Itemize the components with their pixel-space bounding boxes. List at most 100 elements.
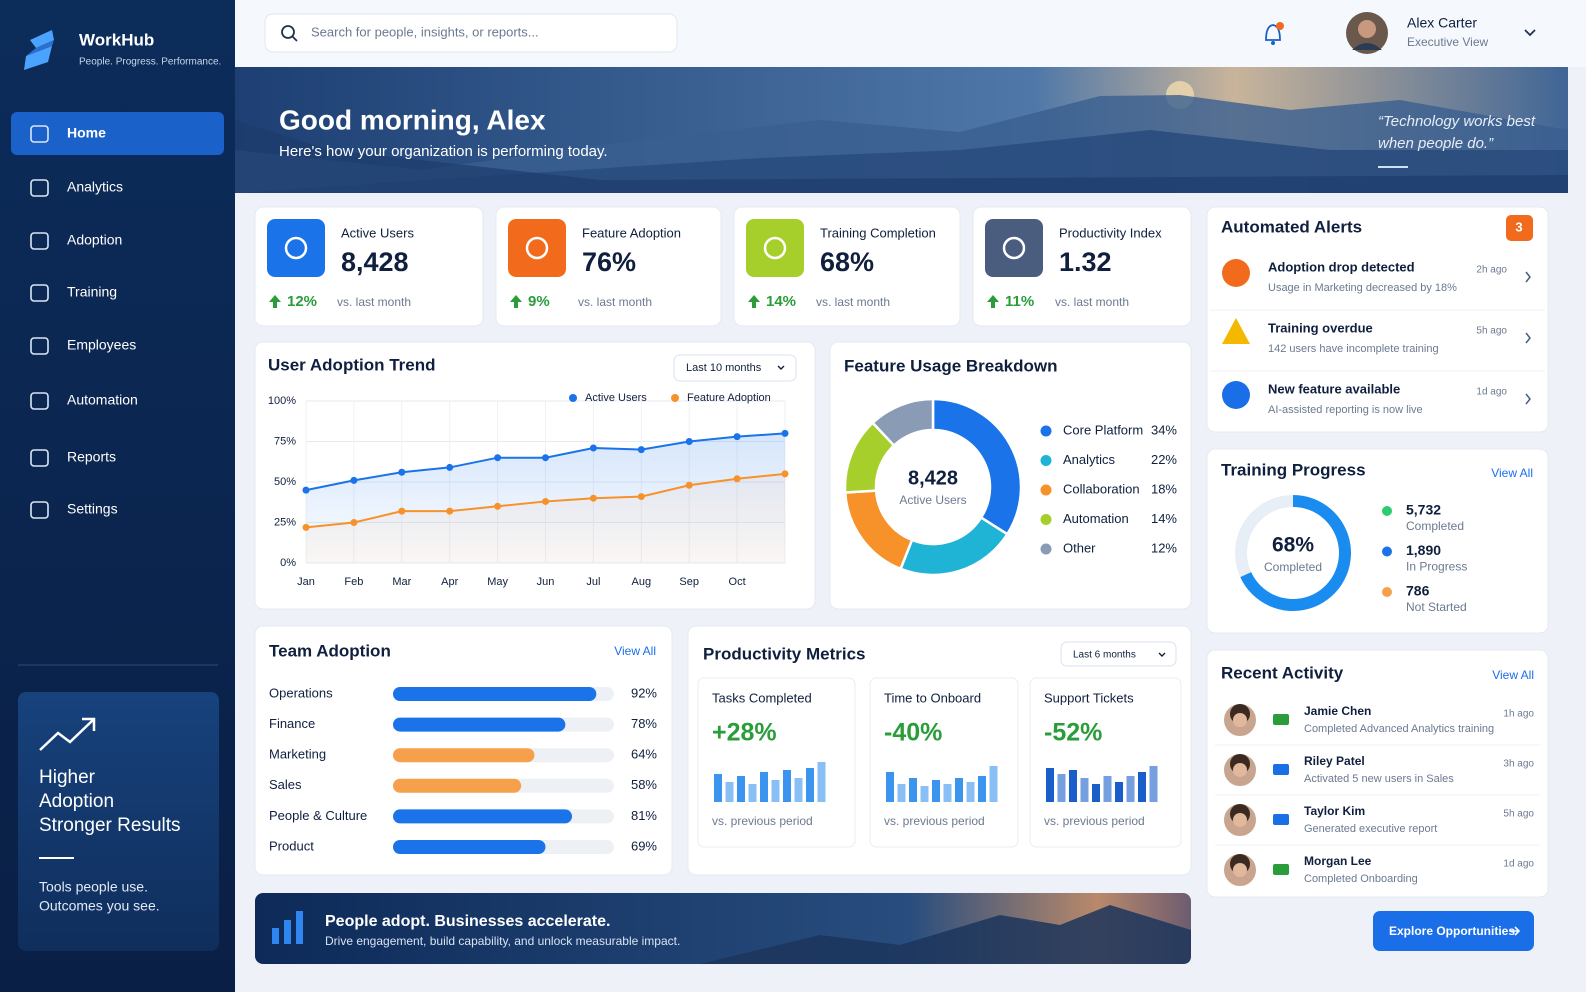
kpi-icon bbox=[267, 219, 325, 277]
bar bbox=[393, 717, 566, 732]
data-point bbox=[733, 475, 741, 483]
legend-label: Not Started bbox=[1406, 600, 1467, 614]
alert-title[interactable]: Training overdue bbox=[1268, 320, 1373, 335]
avatar-face bbox=[1233, 713, 1247, 727]
cta-label[interactable]: Explore Opportunities bbox=[1389, 924, 1515, 938]
alert-icon bbox=[1222, 381, 1250, 409]
legend-value: 1,890 bbox=[1406, 542, 1441, 558]
nav-item[interactable]: Home bbox=[67, 125, 106, 141]
cta-button[interactable] bbox=[1373, 911, 1534, 951]
kpi-label: Feature Adoption bbox=[582, 225, 681, 240]
promo-text: Tools people use. bbox=[39, 879, 148, 895]
nav-item[interactable]: Automation bbox=[67, 392, 138, 408]
metric-note: vs. previous period bbox=[1044, 814, 1145, 828]
activity-card bbox=[1206, 649, 1549, 898]
legend-value: 14% bbox=[1151, 511, 1177, 526]
kpi-icon bbox=[746, 219, 804, 277]
legend-value: 5,732 bbox=[1406, 502, 1441, 518]
nav-item[interactable]: Employees bbox=[67, 337, 136, 353]
spark-bar bbox=[817, 762, 826, 802]
nav-item[interactable]: Adoption bbox=[67, 232, 122, 248]
user-role: Executive View bbox=[1407, 35, 1488, 49]
data-point bbox=[494, 502, 502, 510]
kpi-icon-glyph bbox=[1002, 236, 1026, 260]
spark-bar bbox=[1115, 782, 1123, 802]
metric-change: -40% bbox=[884, 719, 942, 747]
alert-icon bbox=[1222, 318, 1250, 344]
spark-bar bbox=[1057, 774, 1066, 802]
banner-title: People adopt. Businesses accelerate. bbox=[325, 913, 610, 930]
x-tick-label: Jul bbox=[586, 576, 600, 588]
legend-swatch bbox=[1382, 546, 1392, 557]
bar bbox=[393, 778, 522, 793]
spark-bar bbox=[1046, 768, 1054, 802]
activity-text: Completed Onboarding bbox=[1304, 873, 1418, 885]
kpi-icon-glyph bbox=[525, 236, 549, 260]
kpi-label: Training Completion bbox=[820, 225, 936, 240]
avatar-face bbox=[1233, 763, 1247, 777]
donut-center-label: Active Users bbox=[899, 493, 966, 507]
filter-label: Last 10 months bbox=[686, 362, 762, 374]
legend-value: 18% bbox=[1151, 481, 1177, 496]
donut-slice bbox=[870, 397, 935, 448]
activity-name: Riley Patel bbox=[1304, 754, 1365, 768]
search-box[interactable] bbox=[264, 13, 678, 53]
nav-icon bbox=[30, 501, 49, 519]
data-point bbox=[542, 454, 549, 462]
chart-title: User Adoption Trend bbox=[268, 355, 436, 374]
metric-title: Time to Onboard bbox=[884, 690, 981, 705]
data-point bbox=[637, 446, 645, 454]
spark-bar bbox=[932, 780, 940, 802]
spark-bar bbox=[920, 786, 929, 802]
view-all-link[interactable]: View All bbox=[614, 644, 656, 658]
spark-bar bbox=[978, 776, 986, 802]
bar-label: Operations bbox=[269, 685, 333, 700]
chart-title: Feature Usage Breakdown bbox=[844, 356, 1058, 375]
user-name: Alex Carter bbox=[1407, 15, 1477, 31]
hero bbox=[235, 67, 1568, 193]
kpi-note: vs. last month bbox=[816, 295, 890, 309]
kpi-note: vs. last month bbox=[337, 295, 411, 309]
promo-icon bbox=[39, 717, 96, 751]
spark-bar bbox=[897, 784, 906, 802]
legend-swatch bbox=[1040, 543, 1052, 555]
nav-item[interactable]: Reports bbox=[67, 449, 116, 465]
nav-active bbox=[11, 112, 224, 155]
activity-time: 1d ago bbox=[1503, 859, 1534, 870]
spark-bar bbox=[794, 778, 803, 802]
activity-time: 5h ago bbox=[1503, 809, 1534, 820]
legend-swatch bbox=[671, 394, 679, 402]
nav-item[interactable]: Analytics bbox=[67, 179, 123, 195]
bell-icon[interactable] bbox=[1265, 22, 1284, 45]
view-all-link[interactable]: View All bbox=[1491, 466, 1533, 480]
alert-title[interactable]: Adoption drop detected bbox=[1268, 259, 1415, 274]
legend-swatch bbox=[1382, 506, 1392, 516]
promo-title: Higher bbox=[39, 767, 96, 788]
alert-chevron bbox=[1525, 271, 1531, 283]
alert-icon bbox=[1222, 259, 1250, 287]
nav-item[interactable]: Settings bbox=[67, 501, 118, 517]
donut-center-value: 8,428 bbox=[908, 467, 958, 489]
filter-dropdown[interactable] bbox=[1060, 641, 1177, 667]
donut-slice bbox=[931, 397, 1023, 536]
metric-change: -52% bbox=[1044, 719, 1102, 747]
spark-bar bbox=[1149, 766, 1158, 802]
activity-icon bbox=[1273, 864, 1289, 875]
user-menu-chevron[interactable] bbox=[1524, 29, 1536, 37]
nav-item[interactable]: Training bbox=[67, 284, 117, 300]
filter-dropdown[interactable] bbox=[673, 354, 797, 382]
alert-text: AI-assisted reporting is now live bbox=[1268, 404, 1423, 416]
metric-card bbox=[1029, 677, 1182, 848]
brand-name: WorkHub bbox=[79, 30, 154, 49]
legend-swatch bbox=[1040, 425, 1052, 437]
activity-text: Generated executive report bbox=[1304, 823, 1437, 835]
view-all-link[interactable]: View All bbox=[1492, 668, 1534, 682]
hero-title: Good morning, Alex bbox=[279, 104, 546, 135]
user-avatar[interactable] bbox=[1346, 12, 1388, 54]
alert-title[interactable]: New feature available bbox=[1268, 381, 1400, 396]
spark-bar bbox=[725, 782, 734, 802]
x-tick-label: Feb bbox=[344, 576, 363, 588]
data-point bbox=[589, 494, 597, 502]
kpi-change: 12% bbox=[287, 293, 317, 310]
